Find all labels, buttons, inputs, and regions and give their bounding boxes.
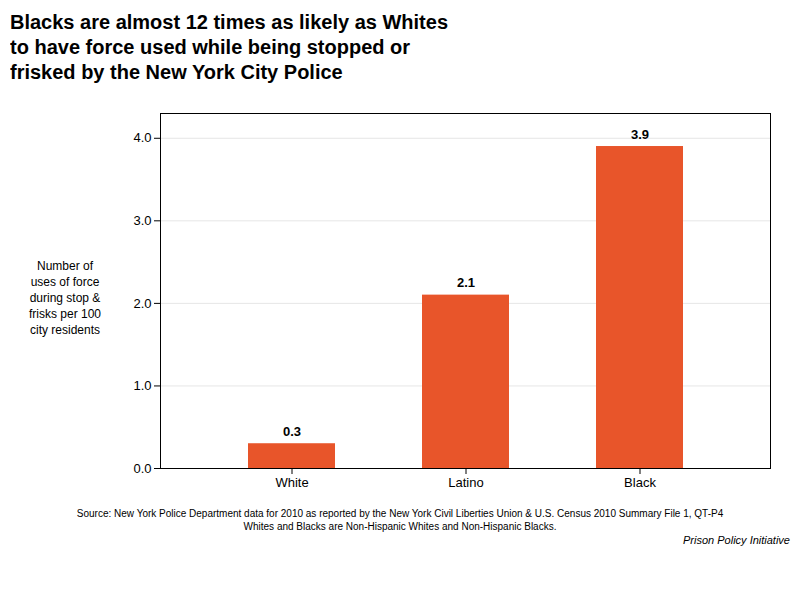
svg-text:White: White <box>275 475 308 490</box>
html-text:Source: New York Police Depart: Source: New York Police Department data … <box>76 508 724 519</box>
html-text:to have force used while being: to have force used while being stopped o… <box>10 36 411 58</box>
svg-text:4.0: 4.0 <box>133 130 151 145</box>
svg-text:0.3: 0.3 <box>283 424 301 439</box>
svg-text:2.1: 2.1 <box>457 275 475 290</box>
html-text:frisks per 100: frisks per 100 <box>29 307 101 322</box>
svg-text:Black: Black <box>624 475 656 490</box>
svg-text:Latino: Latino <box>448 475 483 490</box>
svg-text:2.0: 2.0 <box>133 296 151 311</box>
html-text:Number of: Number of <box>37 258 93 273</box>
html-text:Whites and Blacks are Non-Hisp: Whites and Blacks are Non-Hispanic White… <box>243 521 557 532</box>
html-text:uses of force: uses of force <box>30 274 100 289</box>
html-text:Prison Policy Initiative: Prison Policy Initiative <box>683 534 790 546</box>
html-text:city residents: city residents <box>30 323 100 338</box>
svg-text:1.0: 1.0 <box>133 378 151 393</box>
svg-text:3.9: 3.9 <box>631 127 649 142</box>
html-text:Blacks are almost 12 times as: Blacks are almost 12 times as likely as … <box>10 11 448 33</box>
html-text:frisked by the New York City P: frisked by the New York City Police <box>10 61 343 83</box>
html-text:during stop &: during stop & <box>29 290 101 305</box>
svg-text:3.0: 3.0 <box>133 213 151 228</box>
svg-text:0.0: 0.0 <box>133 461 151 476</box>
